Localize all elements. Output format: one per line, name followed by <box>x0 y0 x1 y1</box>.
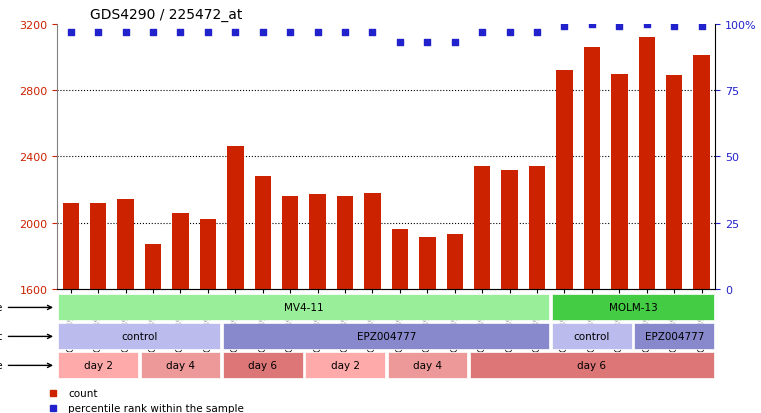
Point <box>531 29 543 36</box>
Text: GDS4290 / 225472_at: GDS4290 / 225472_at <box>90 8 242 22</box>
Bar <box>337 197 353 289</box>
Text: MV4-11: MV4-11 <box>284 303 323 313</box>
Point <box>229 29 241 36</box>
Text: control: control <box>121 332 158 342</box>
Bar <box>666 76 683 289</box>
Point <box>366 29 378 36</box>
Point <box>147 29 159 36</box>
Point <box>65 29 77 36</box>
FancyBboxPatch shape <box>635 324 714 349</box>
Point <box>586 21 598 28</box>
Text: day 4: day 4 <box>413 361 442 370</box>
Point <box>504 29 516 36</box>
Text: EPZ004777: EPZ004777 <box>645 332 704 342</box>
FancyBboxPatch shape <box>59 352 138 378</box>
Point <box>613 24 626 31</box>
Bar <box>693 56 710 289</box>
FancyBboxPatch shape <box>223 352 303 378</box>
Point <box>476 29 489 36</box>
Bar <box>199 220 216 289</box>
Point <box>202 29 214 36</box>
Point <box>284 29 296 36</box>
Bar <box>254 177 271 289</box>
Point <box>641 21 653 28</box>
Text: day 6: day 6 <box>248 361 277 370</box>
Bar <box>447 235 463 289</box>
FancyBboxPatch shape <box>59 324 220 349</box>
Text: cell line: cell line <box>0 303 52 313</box>
Bar <box>474 167 490 289</box>
Bar <box>62 203 79 289</box>
Bar <box>638 38 655 289</box>
Text: day 6: day 6 <box>578 361 607 370</box>
Bar <box>227 147 244 289</box>
Bar <box>365 193 380 289</box>
FancyBboxPatch shape <box>470 352 714 378</box>
Text: day 2: day 2 <box>330 361 359 370</box>
Point <box>311 29 323 36</box>
FancyBboxPatch shape <box>141 352 220 378</box>
Point <box>92 29 104 36</box>
Bar <box>419 238 435 289</box>
Bar <box>392 230 408 289</box>
Text: count: count <box>68 388 98 398</box>
Bar <box>529 167 546 289</box>
Point <box>339 29 351 36</box>
Text: day 2: day 2 <box>84 361 113 370</box>
Text: day 4: day 4 <box>166 361 195 370</box>
Point <box>174 29 186 36</box>
Bar <box>172 213 189 289</box>
Point <box>394 40 406 47</box>
Bar <box>145 244 161 289</box>
FancyBboxPatch shape <box>387 352 467 378</box>
Point <box>119 29 132 36</box>
FancyBboxPatch shape <box>552 324 632 349</box>
Text: percentile rank within the sample: percentile rank within the sample <box>68 403 244 413</box>
Point <box>256 29 269 36</box>
FancyBboxPatch shape <box>223 324 549 349</box>
FancyBboxPatch shape <box>59 295 549 320</box>
Bar <box>310 195 326 289</box>
Bar <box>282 197 298 289</box>
Point <box>696 24 708 31</box>
FancyBboxPatch shape <box>552 295 714 320</box>
Text: agent: agent <box>0 332 52 342</box>
Point <box>449 40 461 47</box>
Point <box>422 40 434 47</box>
Bar <box>556 71 573 289</box>
Point <box>668 24 680 31</box>
Text: MOLM-13: MOLM-13 <box>609 303 658 313</box>
Bar <box>584 48 600 289</box>
Text: control: control <box>574 332 610 342</box>
Text: time: time <box>0 361 52 370</box>
Bar <box>117 200 134 289</box>
Bar <box>611 74 628 289</box>
Text: EPZ004777: EPZ004777 <box>356 332 416 342</box>
FancyBboxPatch shape <box>305 352 385 378</box>
Bar <box>90 203 107 289</box>
Point <box>559 24 571 31</box>
Bar <box>501 170 517 289</box>
